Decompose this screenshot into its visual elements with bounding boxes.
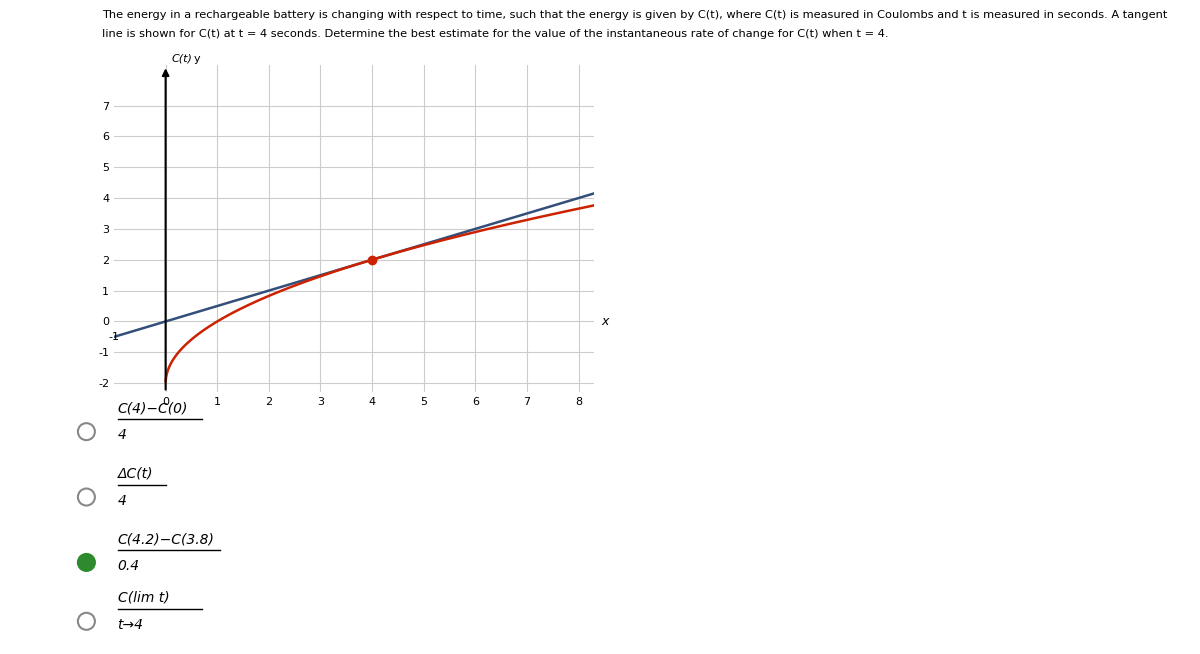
Text: y: y [194,54,200,64]
Text: 4: 4 [118,428,126,442]
Text: t→4: t→4 [118,618,144,632]
Text: C(4)−C(0): C(4)−C(0) [118,402,188,415]
Text: C(lim t): C(lim t) [118,591,169,605]
Text: The energy in a rechargeable battery is changing with respect to time, such that: The energy in a rechargeable battery is … [102,10,1168,20]
Text: 4: 4 [118,494,126,508]
Text: 0.4: 0.4 [118,559,139,573]
Text: -1: -1 [108,332,120,342]
Text: ΔC(t): ΔC(t) [118,467,154,481]
Text: x: x [601,315,610,328]
Text: C(4.2)−C(3.8): C(4.2)−C(3.8) [118,532,215,546]
Text: C(t): C(t) [172,54,193,64]
Text: line is shown for C(t) at t = 4 seconds. Determine the best estimate for the val: line is shown for C(t) at t = 4 seconds.… [102,29,888,39]
